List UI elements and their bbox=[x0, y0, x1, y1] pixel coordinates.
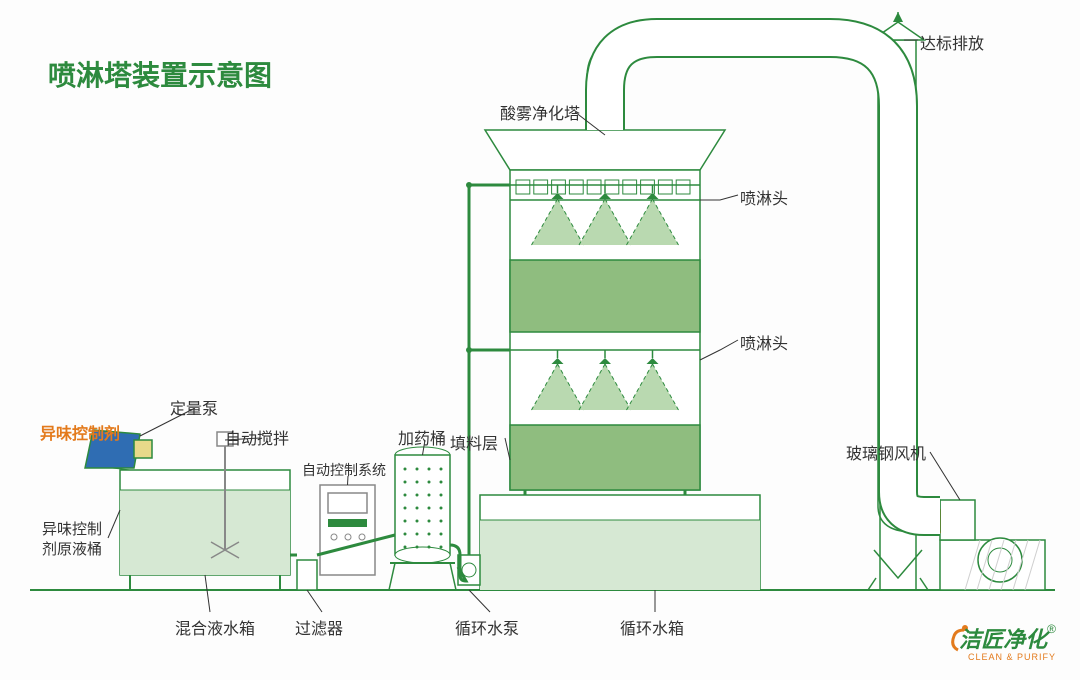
label-odortank: 异味控制剂原液桶 bbox=[42, 520, 102, 559]
label-autoctrl: 自动控制系统 bbox=[302, 460, 386, 480]
label-sprayhead-1: 喷淋头 bbox=[740, 185, 788, 209]
brand-name: 洁匠净化 bbox=[959, 627, 1047, 652]
label-automix: 自动搅拌 bbox=[225, 425, 289, 449]
label-dosingpump: 定量泵 bbox=[170, 395, 218, 419]
label-frpfan: 玻璃钢风机 bbox=[846, 440, 926, 464]
label-odoragent: 异味控制剂 bbox=[40, 420, 120, 444]
brand-sub: CLEAN & PURIFY bbox=[959, 652, 1056, 662]
label-mixtank: 混合液水箱 bbox=[175, 615, 255, 639]
label-cyclepump: 循环水泵 bbox=[455, 615, 519, 639]
label-cycletank: 循环水箱 bbox=[620, 615, 684, 639]
label-emission: 达标排放 bbox=[920, 30, 984, 54]
brand-reg: ® bbox=[1047, 622, 1056, 636]
diagram-title: 喷淋塔装置示意图 bbox=[48, 54, 272, 94]
label-sprayhead-2: 喷淋头 bbox=[740, 330, 788, 354]
label-filter: 过滤器 bbox=[295, 615, 343, 639]
label-packlayer: 填料层 bbox=[450, 430, 498, 454]
label-tower: 酸雾净化塔 bbox=[500, 100, 580, 124]
label-dosingbarrel: 加药桶 bbox=[398, 425, 446, 449]
brand-logo: 洁匠净化® CLEAN & PURIFY bbox=[959, 622, 1056, 662]
diagram-stage: 喷淋塔装置示意图 达标排放 酸雾净化塔 喷淋头 喷淋头 填料层 玻璃钢风机 循环… bbox=[0, 0, 1080, 680]
